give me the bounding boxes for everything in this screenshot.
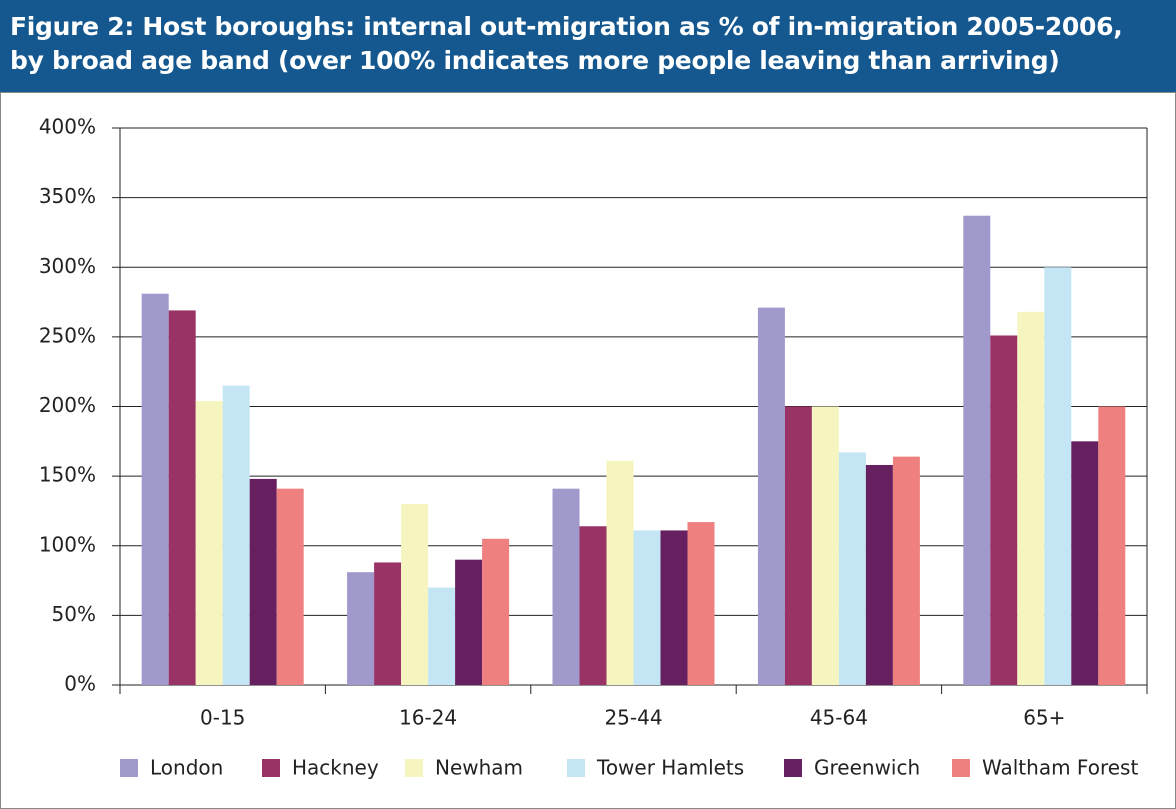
y-tick-label: 300% [39, 254, 96, 278]
legend-swatch [405, 759, 423, 777]
legend-label: Hackney [292, 756, 379, 780]
x-tick-label: 65+ [1023, 706, 1065, 730]
x-tick-label: 45-64 [810, 706, 868, 730]
bar [660, 530, 688, 685]
bar [347, 572, 375, 685]
y-tick-label: 200% [39, 393, 96, 417]
bar [838, 452, 866, 685]
bar [865, 464, 893, 685]
bar [141, 293, 169, 685]
bar [374, 562, 402, 685]
bar [455, 559, 483, 685]
y-tick-label: 100% [39, 532, 96, 556]
bar [482, 538, 510, 685]
legend-swatch [784, 759, 802, 777]
bar [990, 335, 1018, 685]
bar [1017, 311, 1045, 685]
x-tick-label: 16-24 [399, 706, 457, 730]
bar [1098, 406, 1126, 685]
bar [687, 522, 715, 685]
bar [784, 406, 812, 685]
y-tick-label: 250% [39, 323, 96, 347]
legend-label: London [150, 756, 223, 780]
bar [579, 526, 607, 685]
legend-swatch [567, 759, 585, 777]
bar [168, 310, 196, 685]
y-tick-label: 0% [64, 672, 96, 696]
bar [552, 488, 580, 685]
legend-swatch [262, 759, 280, 777]
bar [401, 503, 429, 685]
legend-label: Newham [435, 756, 523, 780]
bar [757, 307, 785, 685]
y-tick-label: 400% [39, 115, 96, 139]
bar [1044, 267, 1072, 685]
bar [1071, 441, 1099, 685]
bar [195, 400, 223, 685]
legend-label: Greenwich [814, 756, 920, 780]
title-banner: Figure 2: Host boroughs: internal out-mi… [0, 0, 1176, 92]
y-tick-label: 350% [39, 184, 96, 208]
legend-swatch [952, 759, 970, 777]
legend-label: Tower Hamlets [596, 756, 744, 780]
legend-label: Waltham Forest [982, 756, 1138, 780]
chart: 0% 50% 100% 150% 200% 250% 300% 350% 400% 0-15 16-… [0, 92, 1176, 809]
bar [222, 385, 250, 685]
y-tick-label: 150% [39, 463, 96, 487]
legend-swatch [120, 759, 138, 777]
bar [249, 478, 277, 685]
chart-title: Figure 2: Host boroughs: internal out-mi… [10, 12, 1123, 41]
x-tick-label: 25-44 [604, 706, 662, 730]
bar [811, 406, 839, 685]
bar [428, 587, 456, 685]
bar [892, 456, 920, 685]
bar [633, 530, 661, 685]
bar [276, 488, 304, 685]
bar [963, 215, 991, 685]
bar [606, 460, 634, 685]
y-tick-label: 50% [52, 602, 96, 626]
chart-title: by broad age band (over 100% indicates m… [10, 46, 1060, 75]
x-tick-label: 0-15 [200, 706, 245, 730]
